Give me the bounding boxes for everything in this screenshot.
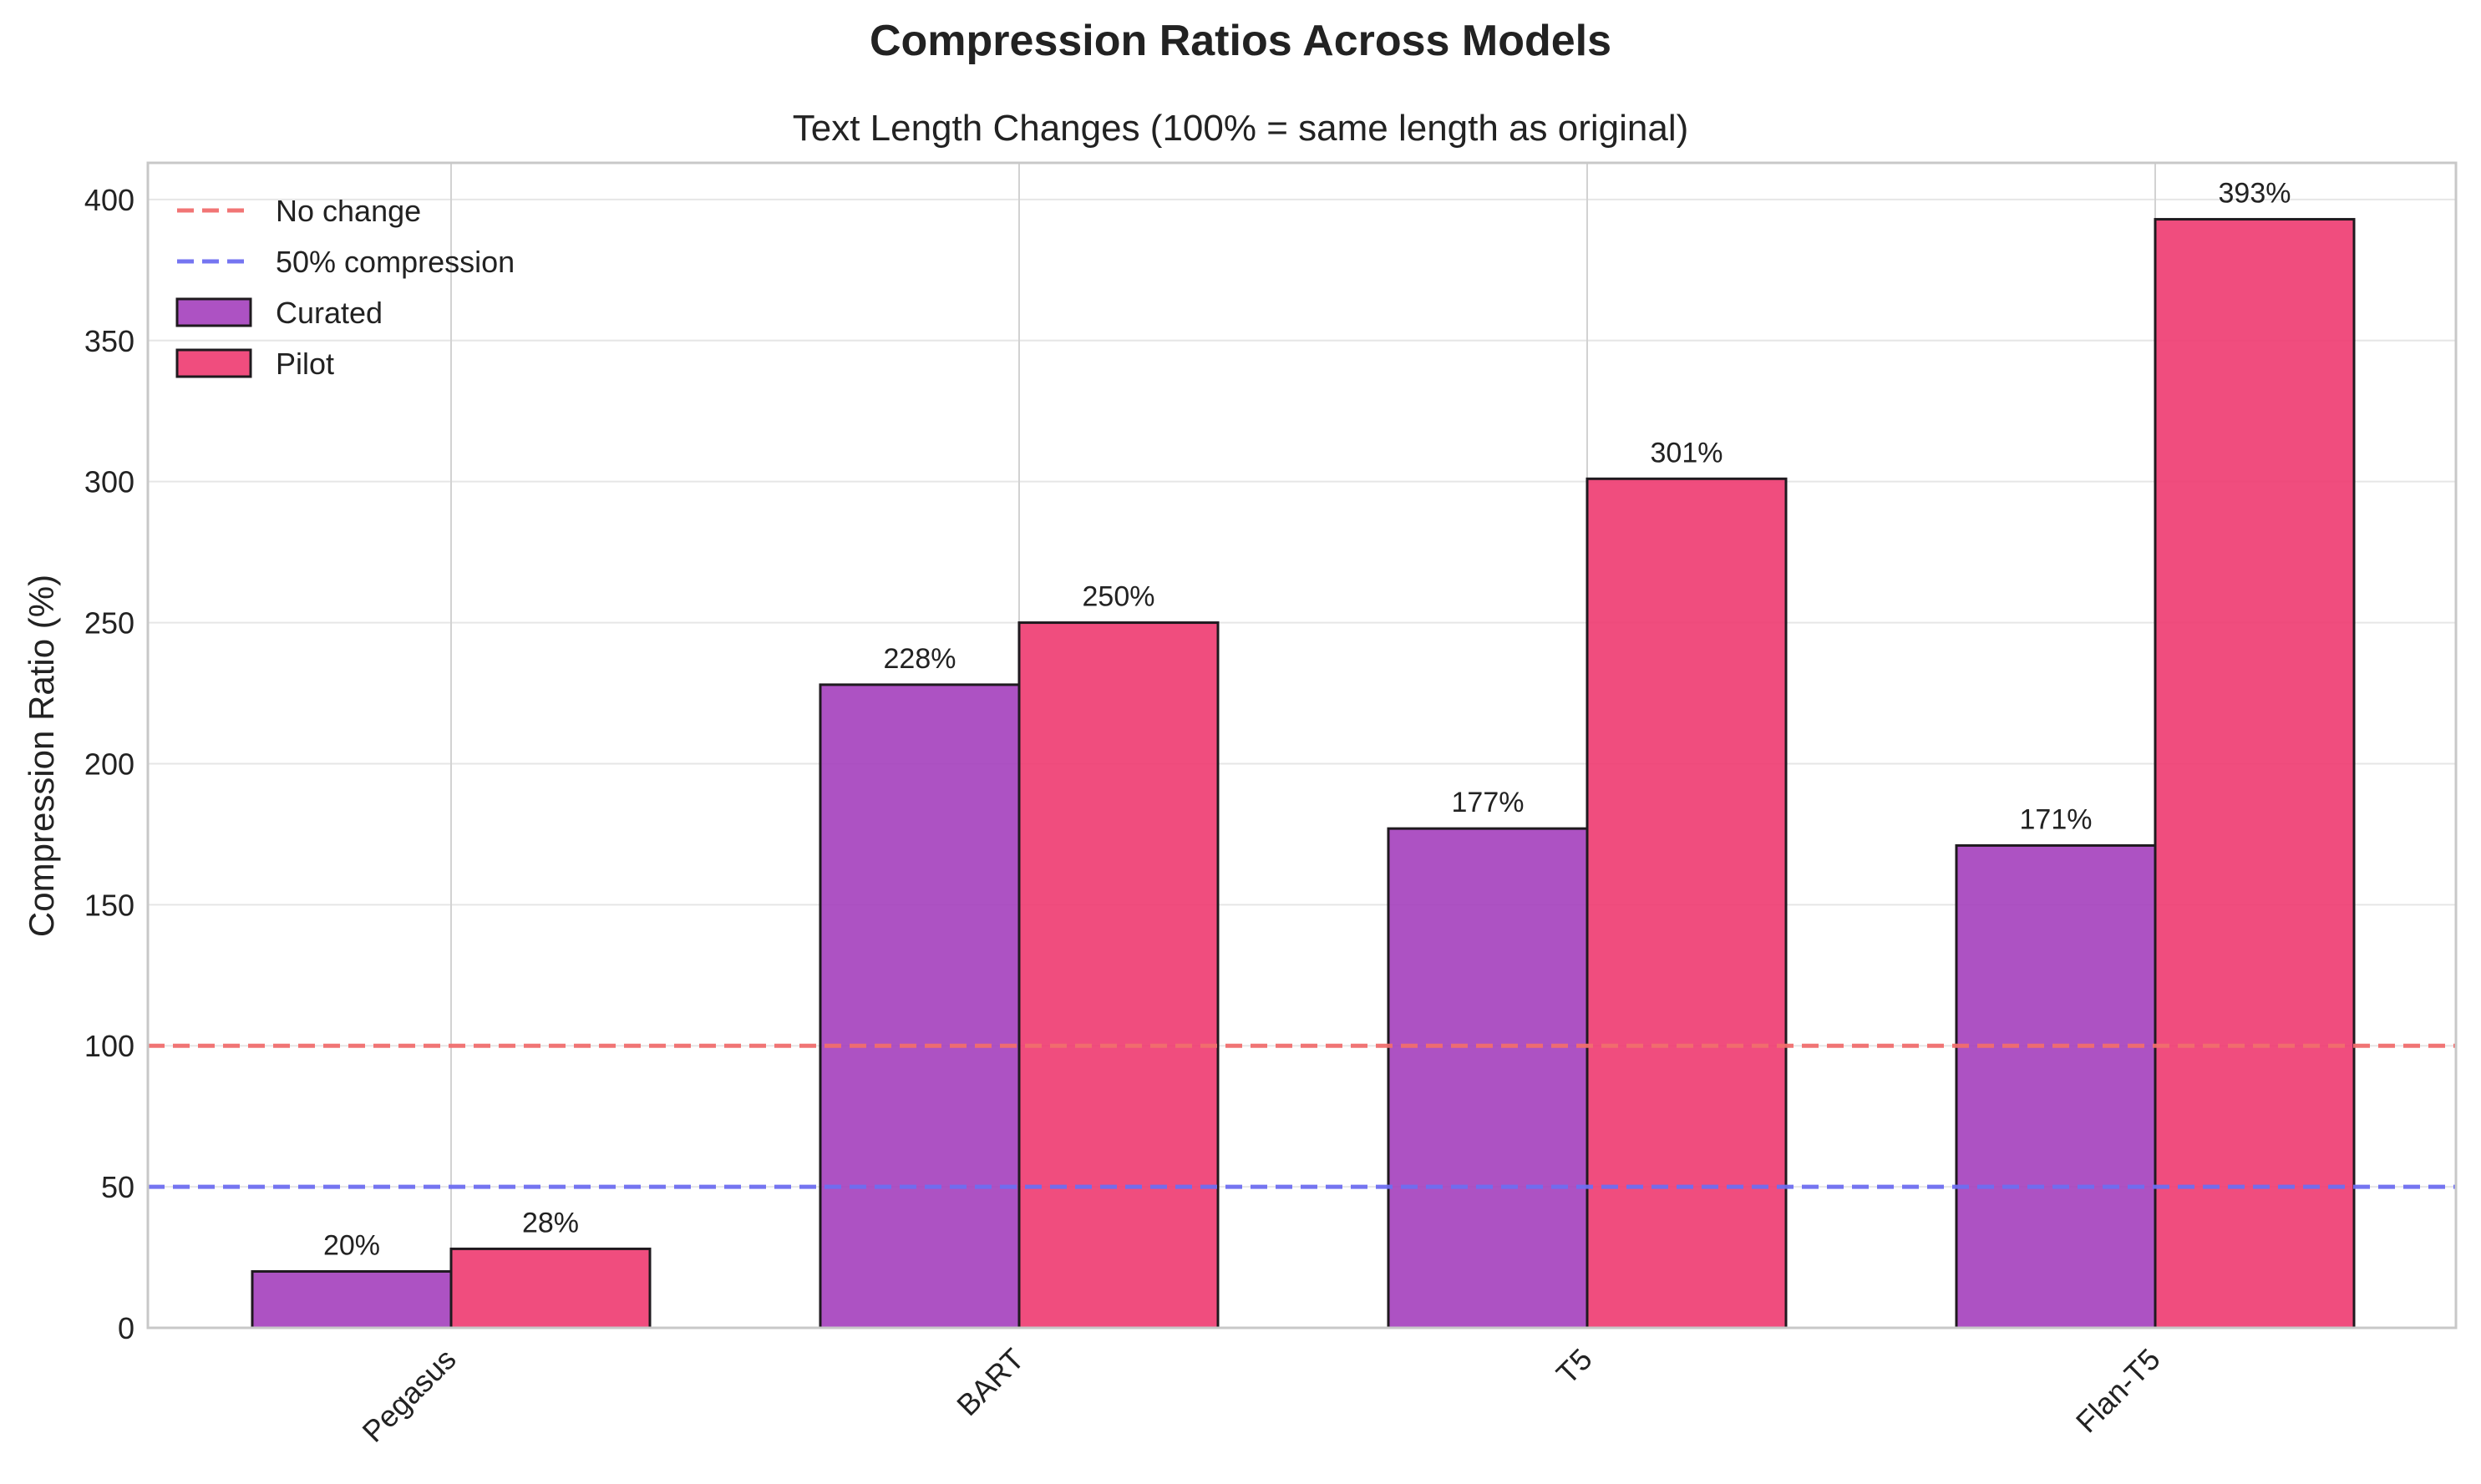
- bar-pilot-pegasus: [449, 1247, 652, 1330]
- bar-value-label: 250%: [1083, 581, 1155, 613]
- bar-pilot-bart: [1017, 621, 1220, 1330]
- x-tick-label: BART: [950, 1342, 1030, 1422]
- x-tick-label: Flan-T5: [2069, 1342, 2167, 1440]
- x-tick-label: T5: [1550, 1342, 1599, 1391]
- y-tick-label: 150: [84, 888, 134, 922]
- bar-pilot-flan-t5: [2154, 218, 2356, 1330]
- bar-value-label: 301%: [1651, 437, 1723, 468]
- y-tick-label: 400: [84, 183, 134, 217]
- y-tick-label: 0: [118, 1311, 134, 1345]
- legend-swatch-curated: [175, 297, 252, 327]
- plot-area: 20% 228% 177% 171% 28% 250% 301% 393% 0 50 100 150 2…: [84, 161, 2458, 1449]
- bar-value-label: 171%: [2020, 803, 2093, 835]
- legend-swatch-pilot: [175, 348, 252, 378]
- bar-pilot-t5: [1586, 477, 1788, 1330]
- x-tick-label: Pegasus: [356, 1342, 463, 1449]
- legend-entry-label: Pilot: [276, 347, 334, 381]
- bar-value-label: 28%: [522, 1207, 579, 1238]
- chart-title: Compression Ratios Across Models: [870, 17, 1611, 65]
- plot-frame: [146, 161, 2458, 1330]
- y-tick-label: 250: [84, 606, 134, 641]
- bar-value-label: 228%: [884, 643, 956, 675]
- y-tick-label: 100: [84, 1029, 134, 1063]
- y-tick-label: 200: [84, 747, 134, 781]
- y-tick-label: 50: [101, 1170, 134, 1204]
- legend-entry-label: No change: [276, 194, 421, 228]
- y-tick-label: 350: [84, 324, 134, 358]
- bar-curated-flan-t5: [1955, 843, 2157, 1330]
- bar-curated-pegasus: [251, 1269, 453, 1330]
- y-axis-label: Compression Ratio (%): [22, 575, 61, 937]
- legend-entry-label: Curated: [276, 296, 383, 330]
- bar-curated-t5: [1387, 827, 1589, 1330]
- legend-entry-label: 50% compression: [276, 245, 515, 279]
- legend: No change 50% compression Curated Pilot: [175, 194, 515, 381]
- chart-subtitle: Text Length Changes (100% = same length …: [793, 108, 1689, 149]
- bar-value-label: 177%: [1452, 787, 1525, 818]
- bar-curated-bart: [819, 683, 1021, 1330]
- bar-value-label: 393%: [2219, 178, 2291, 210]
- y-tick-label: 300: [84, 465, 134, 499]
- bar-value-label: 20%: [323, 1229, 380, 1261]
